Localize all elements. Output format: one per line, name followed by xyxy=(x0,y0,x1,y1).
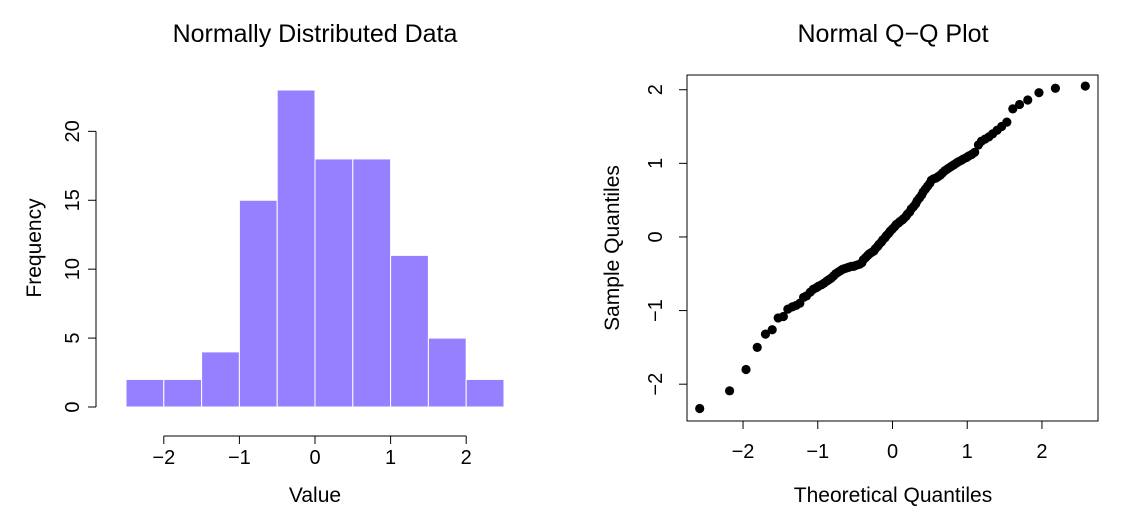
histogram-bar xyxy=(427,337,467,408)
histogram-y-label: Frequency xyxy=(23,198,46,298)
qq-point xyxy=(778,311,788,322)
qq-point xyxy=(1050,83,1061,93)
histogram-bar xyxy=(276,89,316,408)
qq-point xyxy=(1034,88,1044,98)
qq-point xyxy=(1080,81,1090,91)
histogram-y-tick-label: 20 xyxy=(62,120,84,142)
histogram-y-tick-label: 5 xyxy=(62,333,84,344)
qq-points xyxy=(695,81,1090,414)
histogram-y-tick-label: 15 xyxy=(62,189,84,211)
qq-point xyxy=(752,342,762,352)
histogram-bar xyxy=(465,378,505,408)
qq-x-tick-label: 1 xyxy=(962,441,973,463)
qq-x-ticks: −2 −1 0 1 2 xyxy=(732,421,1048,463)
qq-point xyxy=(1023,95,1033,105)
histogram-bar xyxy=(390,254,429,408)
qq-y-tick-label: −2 xyxy=(645,373,667,396)
histogram-x-label: Value xyxy=(289,484,341,507)
qq-y-tick-label: −1 xyxy=(645,299,667,322)
histogram-panel: Normally Distributed Data −2 −1 0 1 2 0 5 10 15… xyxy=(23,20,505,507)
qq-x-tick-label: 2 xyxy=(1036,441,1047,463)
histogram-bar xyxy=(163,378,203,408)
histogram-x-tick-label: −1 xyxy=(228,447,251,469)
qq-y-tick-label: 0 xyxy=(645,231,667,242)
qq-x-label: Theoretical Quantiles xyxy=(794,484,992,507)
qq-plot-title: Normal Q−Q Plot xyxy=(797,20,988,48)
histogram-bar xyxy=(125,378,165,408)
qq-point xyxy=(741,364,751,375)
histogram-x-tick-label: 0 xyxy=(309,447,320,469)
qq-y-tick-label: 1 xyxy=(645,158,667,169)
histogram-x-tick-label: −2 xyxy=(152,447,175,469)
histogram-bar xyxy=(201,351,240,408)
histogram-y-tick-label: 10 xyxy=(62,258,84,280)
histogram-bar xyxy=(238,199,278,408)
qq-x-tick-label: −2 xyxy=(732,441,755,463)
histogram-title: Normally Distributed Data xyxy=(173,20,458,48)
qq-x-tick-label: 0 xyxy=(887,441,898,463)
histogram-x-ticks: −2 −1 0 1 2 xyxy=(152,436,472,469)
qq-point xyxy=(724,386,735,396)
histogram-x-tick-label: 1 xyxy=(385,447,396,469)
qq-point xyxy=(970,147,980,157)
qq-y-tick-label: 2 xyxy=(645,84,667,95)
qq-point xyxy=(760,329,771,339)
qq-plot-panel: Normal Q−Q Plot −2 −1 0 1 2 −2 −1 0 1 2 Theoreti… xyxy=(601,20,1099,507)
qq-point xyxy=(767,325,777,335)
histogram-bars xyxy=(125,89,505,408)
qq-point xyxy=(1008,104,1018,114)
histogram-x-tick-label: 2 xyxy=(461,447,472,469)
qq-point xyxy=(1002,117,1012,127)
histogram-bar xyxy=(314,158,354,408)
qq-point xyxy=(695,403,705,414)
qq-x-tick-label: −1 xyxy=(806,441,829,463)
histogram-y-ticks: 0 5 10 15 20 xyxy=(62,120,96,413)
qq-y-ticks: −2 −1 0 1 2 xyxy=(645,84,687,396)
qq-point xyxy=(1014,99,1025,110)
histogram-y-tick-label: 0 xyxy=(62,401,84,412)
qq-y-label: Sample Quantiles xyxy=(601,165,624,331)
histogram-bar xyxy=(352,158,392,408)
